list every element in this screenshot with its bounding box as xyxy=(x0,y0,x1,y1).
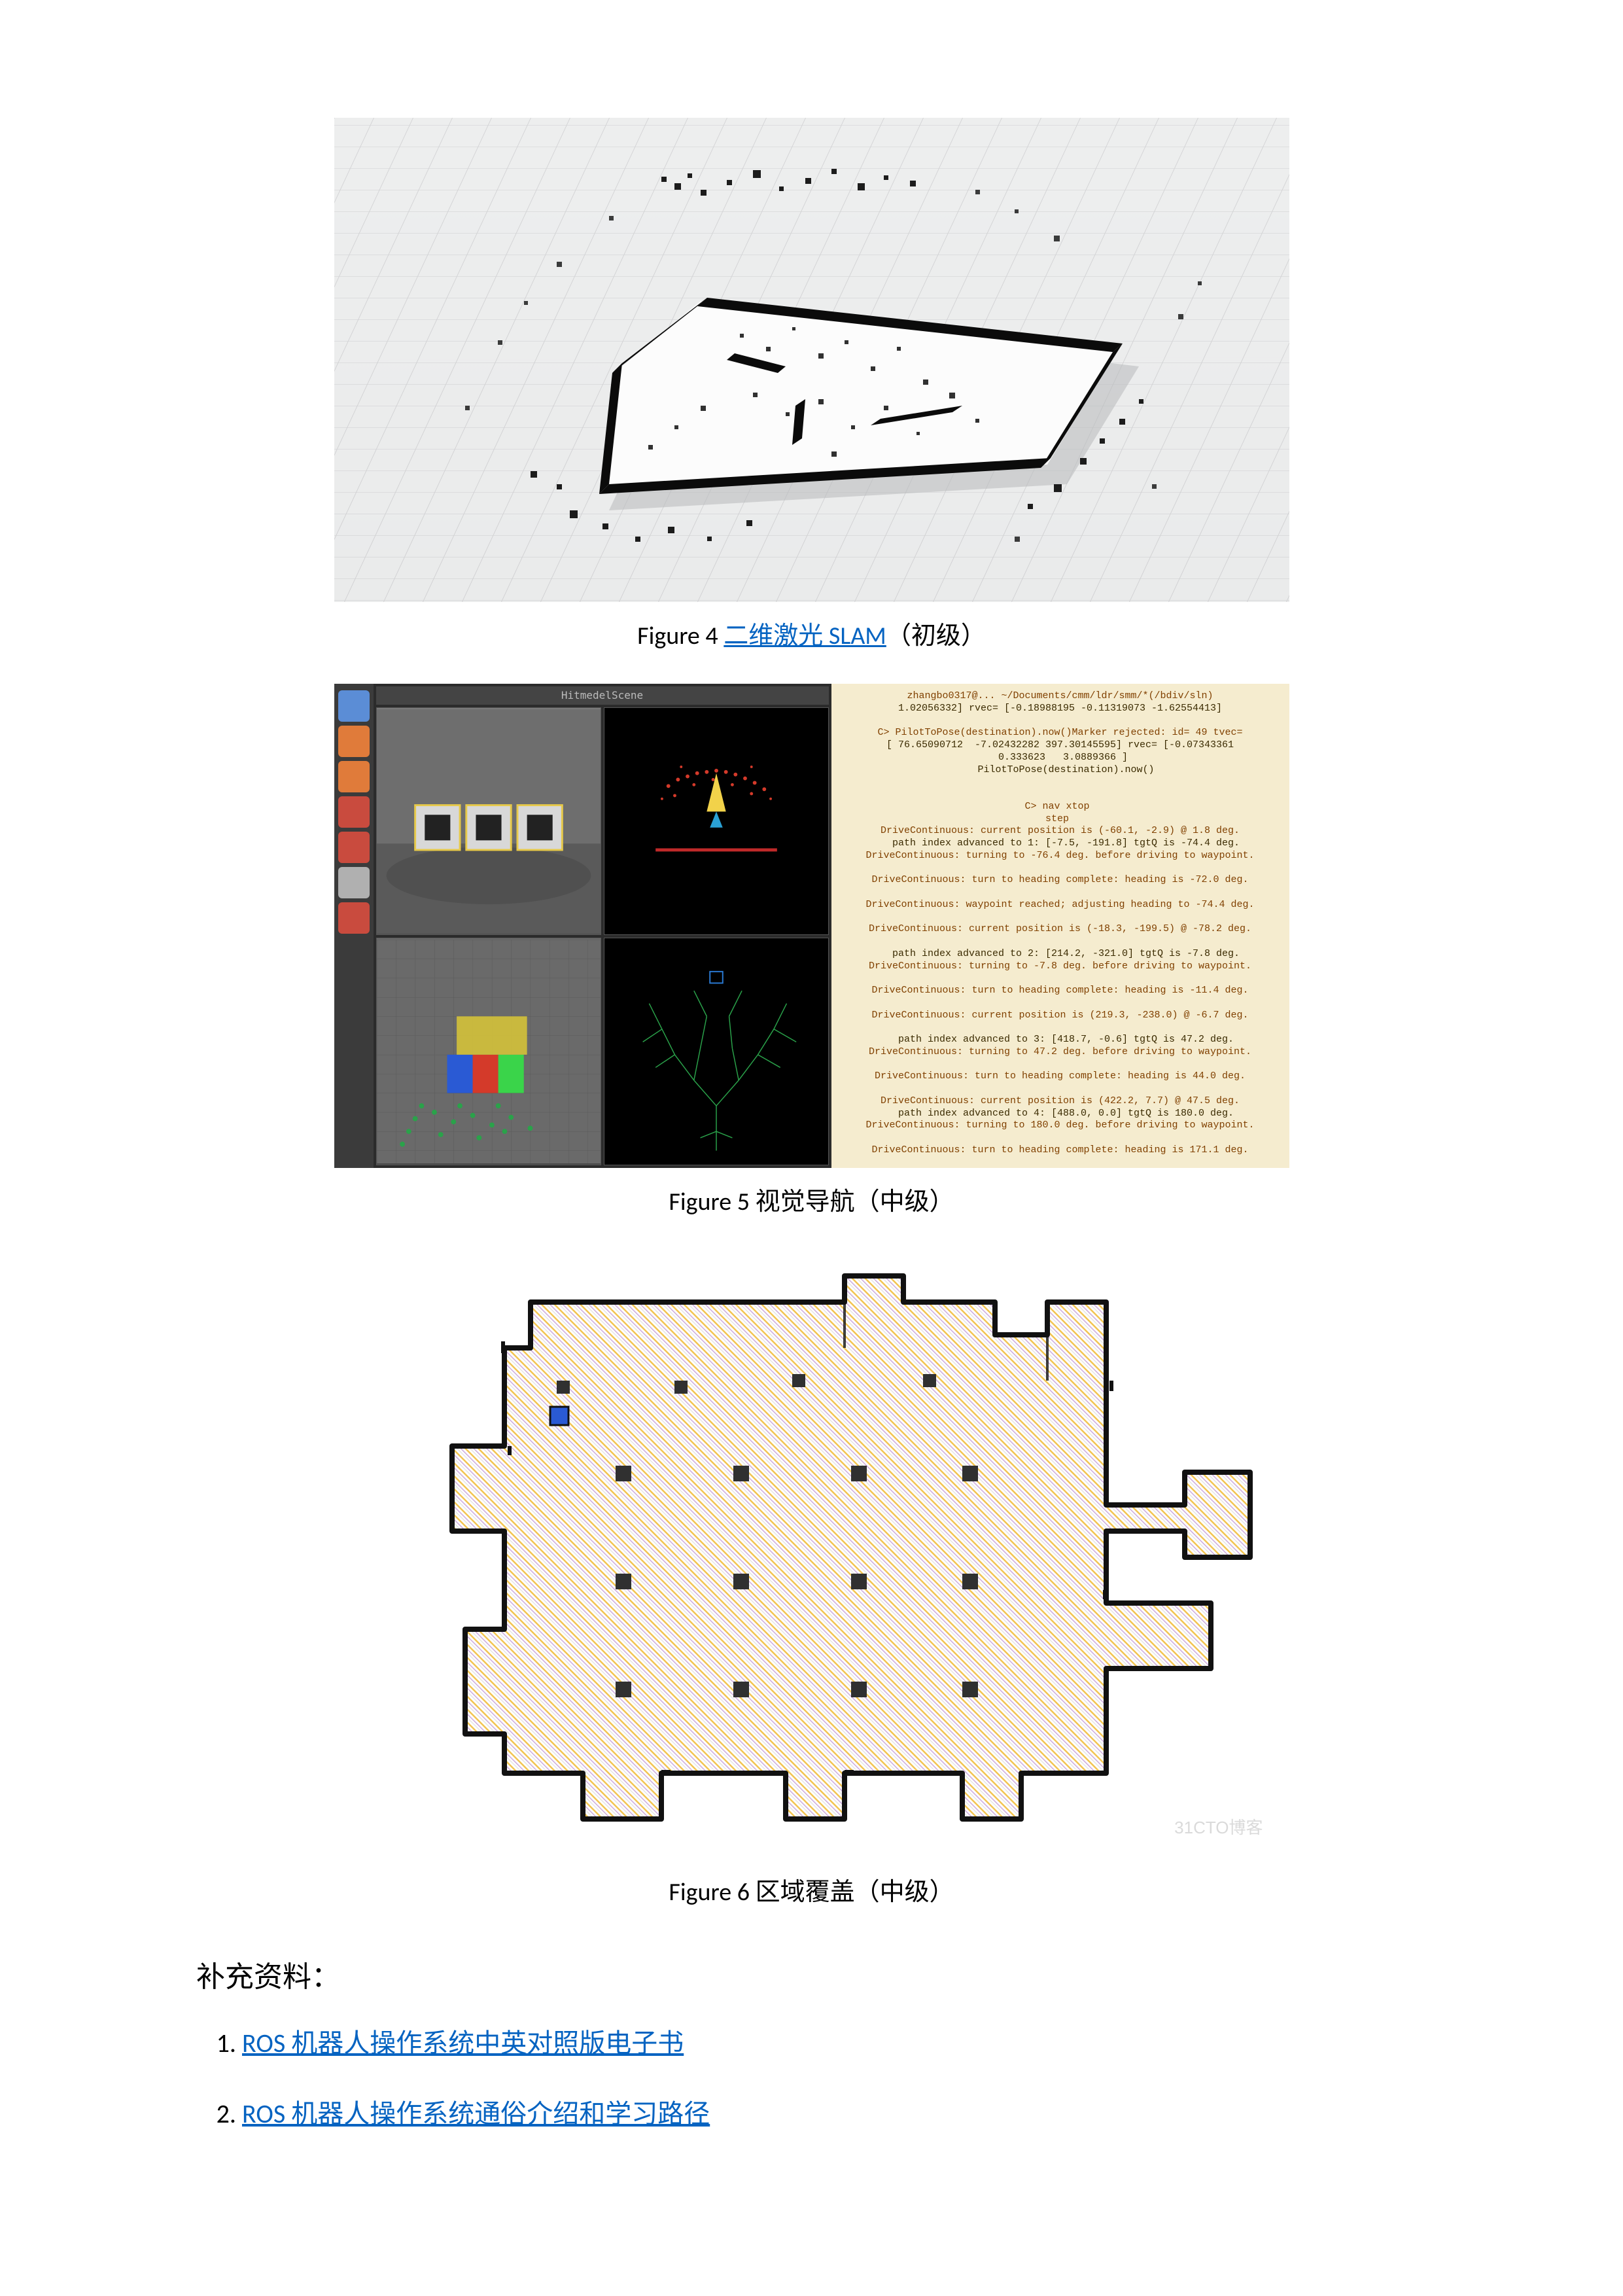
launcher-icon[interactable] xyxy=(338,796,370,828)
viewer-panels: HitmedelScene xyxy=(374,684,831,1168)
launcher-icon[interactable] xyxy=(338,726,370,757)
figure-5-block: HitmedelScene xyxy=(196,684,1427,1217)
launcher-icon[interactable] xyxy=(338,902,370,934)
supplementary-heading: 补充资料： xyxy=(196,1953,1427,1995)
page: Figure 4 二维激光 SLAM（初级） HitmedelScene xyxy=(0,0,1623,2296)
figure-6-caption: Figure 6 区域覆盖（中级） xyxy=(196,1871,1427,1907)
watermark: 31CTO博客 xyxy=(1174,1814,1263,1839)
supplementary-list: ROS 机器人操作系统中英对照版电子书 ROS 机器人操作系统通俗介绍和学习路径 xyxy=(196,2015,1427,2143)
list-item: ROS 机器人操作系统中英对照版电子书 xyxy=(242,2015,1427,2072)
figure-5-image: HitmedelScene xyxy=(334,684,1289,1168)
particles-pane xyxy=(604,707,829,935)
figure-4-block: Figure 4 二维激光 SLAM（初级） xyxy=(196,118,1427,651)
launcher-icon[interactable] xyxy=(338,761,370,792)
launcher-icon[interactable] xyxy=(338,832,370,863)
launcher-icon[interactable] xyxy=(338,690,370,722)
pointcloud-pane xyxy=(376,938,601,1165)
launcher-sidebar xyxy=(334,684,374,1168)
figure-6-block: 31CTO博客 Figure 6 区域覆盖（中级） xyxy=(196,1250,1427,1907)
figure-6-caption-prefix: Figure 6 xyxy=(669,1877,755,1907)
launcher-icon[interactable] xyxy=(338,867,370,898)
tree-pane xyxy=(604,938,829,1165)
list-item: ROS 机器人操作系统通俗介绍和学习路径 xyxy=(242,2085,1427,2143)
figure-6-caption-text: 区域覆盖（中级） xyxy=(756,1877,954,1907)
supplementary-link-1[interactable]: ROS 机器人操作系统中英对照版电子书 xyxy=(242,2027,684,2059)
figure-4-caption: Figure 4 二维激光 SLAM（初级） xyxy=(196,615,1427,651)
supplementary-link-2[interactable]: ROS 机器人操作系统通俗介绍和学习路径 xyxy=(242,2098,710,2130)
figure-4-caption-prefix: Figure 4 xyxy=(637,621,724,651)
figure-4-image xyxy=(334,118,1289,602)
figure-4-caption-suffix: （初级） xyxy=(886,621,986,651)
camera-pane xyxy=(376,707,601,935)
figure-5-caption: Figure 5 视觉导航（中级） xyxy=(196,1181,1427,1217)
terminal-pane: zhangbo0317@... ~/Documents/cmm/ldr/smm/… xyxy=(831,684,1289,1168)
figure-5-caption-prefix: Figure 5 xyxy=(669,1187,755,1217)
figure-4-caption-link[interactable]: 二维激光 SLAM xyxy=(724,621,886,651)
figure-5-caption-text: 视觉导航（中级） xyxy=(756,1187,954,1217)
figure-6-image: 31CTO博客 xyxy=(334,1250,1289,1858)
viewer-titlebar: HitmedelScene xyxy=(376,686,829,705)
